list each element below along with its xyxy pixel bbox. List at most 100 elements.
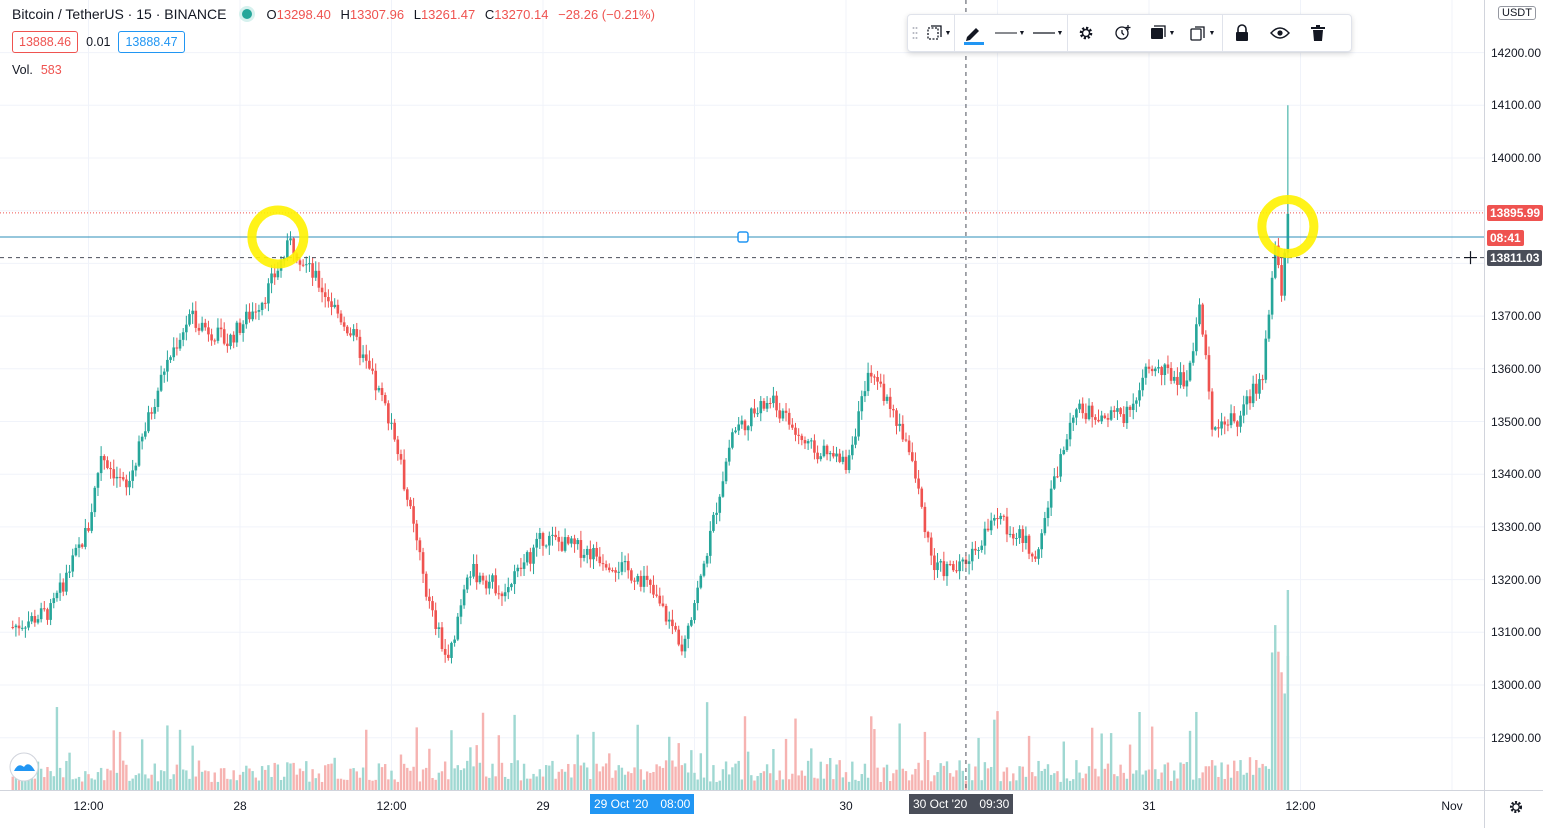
candle-body <box>1217 427 1220 429</box>
candle-body <box>1188 362 1192 381</box>
candlestick-chart[interactable] <box>0 0 1484 790</box>
volume-bar <box>1264 766 1267 790</box>
candle-body <box>481 575 485 581</box>
candle-body <box>301 264 305 266</box>
volume-bar <box>753 780 756 790</box>
candle-body <box>371 368 374 371</box>
volume-bar <box>406 767 409 790</box>
volume-bar <box>443 761 447 790</box>
candle-body <box>519 567 523 569</box>
eye-icon[interactable] <box>1261 15 1299 51</box>
candle-body <box>1043 518 1047 534</box>
candle-body <box>1213 427 1217 430</box>
volume-bar <box>690 750 693 790</box>
candle-body <box>289 238 292 241</box>
candle-body <box>304 264 308 266</box>
candle-body <box>456 616 460 640</box>
line-width-icon[interactable]: ▼ <box>1032 29 1064 37</box>
alert-add-icon[interactable] <box>1104 15 1142 51</box>
volume-bar <box>986 768 990 790</box>
currency-label[interactable]: USDT <box>1498 6 1536 20</box>
gear-icon[interactable] <box>1508 799 1524 815</box>
volume-bar <box>579 765 583 790</box>
volume-bar <box>156 781 160 790</box>
candle-body <box>424 573 428 597</box>
candle-body <box>525 552 529 563</box>
candle-body <box>440 627 444 649</box>
candle-body <box>999 515 1002 520</box>
candle-body <box>1056 476 1059 478</box>
volume-bar <box>355 771 358 790</box>
candle-body <box>364 354 368 361</box>
candle-body <box>20 627 24 629</box>
volume-bar <box>472 766 475 790</box>
volume-bar <box>980 780 983 790</box>
volume-bar <box>17 780 21 790</box>
volume-bar <box>532 773 535 790</box>
volume-bar <box>128 780 131 790</box>
candle-body <box>1195 324 1198 352</box>
candle-body <box>611 570 614 572</box>
volume-bar <box>1119 764 1122 790</box>
gear-icon[interactable] <box>1068 15 1104 51</box>
volume-bar <box>87 774 90 790</box>
volume-bar <box>1128 744 1132 790</box>
candle-body <box>1201 304 1204 335</box>
volume-bar <box>118 731 122 790</box>
market-status-icon <box>242 9 253 19</box>
candle-body <box>11 627 15 629</box>
sell-price-button[interactable]: 13888.46 <box>12 31 79 53</box>
candle-body <box>320 287 324 293</box>
candle-body <box>106 460 109 468</box>
volume-bar <box>393 779 396 790</box>
volume-bar <box>948 773 952 790</box>
candle-body <box>522 562 526 569</box>
candle-body <box>743 420 747 431</box>
volume-bar <box>803 775 807 790</box>
candle-body <box>734 430 737 433</box>
time-scale[interactable]: 12:00 28 12:00 29 30 31 12:00 Nov 29 Oct '20 08:… <box>0 790 1484 828</box>
volume-bar <box>191 745 194 790</box>
drag-handle-icon[interactable] <box>908 15 922 51</box>
price-scale[interactable]: USDT 14200.00 14100.00 14000.00 13700.00 136… <box>1484 0 1543 790</box>
candle-body <box>1245 396 1249 405</box>
candle-body <box>405 489 409 500</box>
volume-bar <box>570 777 573 790</box>
chart-settings-corner[interactable] <box>1484 790 1543 828</box>
candle-body <box>506 587 510 593</box>
volume-bar <box>270 776 273 790</box>
candle-body <box>1094 417 1097 420</box>
volume-bar <box>901 768 905 790</box>
volume-bar <box>204 770 207 790</box>
volume-bar <box>153 763 156 790</box>
lock-icon[interactable] <box>1223 15 1261 51</box>
candle-body <box>99 456 103 474</box>
chart-pane[interactable]: Bitcoin / TetherUS · 15 · BINANCE O13298… <box>0 0 1484 790</box>
volume-bar <box>693 772 696 790</box>
volume-bar <box>649 772 652 790</box>
trash-icon[interactable] <box>1299 15 1337 51</box>
candle-body <box>1065 439 1069 451</box>
volume-bar <box>1084 773 1088 790</box>
symbol-title[interactable]: Bitcoin / TetherUS · 15 · BINANCE <box>12 6 227 22</box>
candle-body <box>926 532 930 538</box>
volume-bar <box>229 779 232 790</box>
volume-bar <box>879 781 882 790</box>
volume-bar <box>620 767 624 790</box>
candle-body <box>822 445 826 457</box>
pencil-icon[interactable] <box>955 15 991 51</box>
candle-body <box>24 627 27 629</box>
candle-body <box>1002 515 1006 517</box>
candle-body <box>27 621 30 628</box>
line-style-icon[interactable]: ▼ <box>994 29 1026 37</box>
candle-body <box>1128 406 1132 410</box>
fill-icon[interactable]: ▼ <box>1142 15 1182 51</box>
volume-bar <box>1274 625 1277 790</box>
candle-body <box>866 372 870 392</box>
candle-body <box>409 499 412 507</box>
template-icon[interactable]: ▼ <box>922 15 954 51</box>
candle-body <box>162 371 166 375</box>
buy-price-button[interactable]: 13888.47 <box>118 31 185 53</box>
volume-bar <box>1018 766 1021 790</box>
clone-icon[interactable]: ▼ <box>1182 15 1222 51</box>
